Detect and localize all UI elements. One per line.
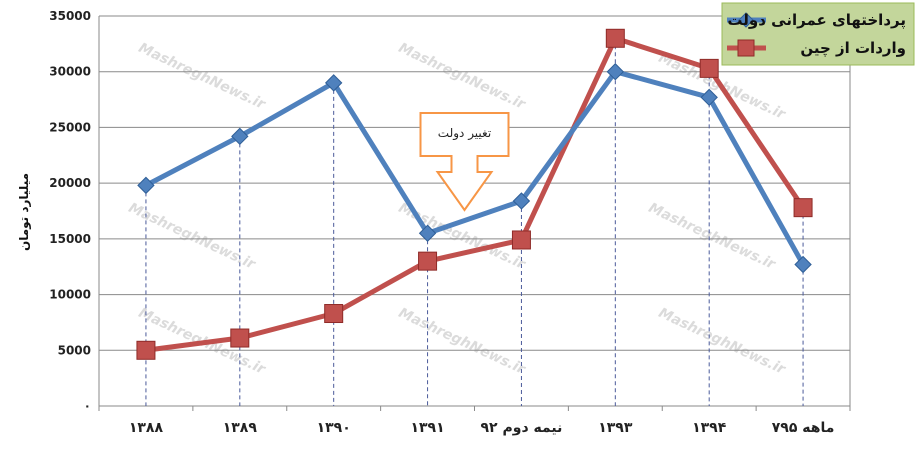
y-tick-label: 10000 xyxy=(49,288,91,302)
data-point-diamond xyxy=(418,224,437,242)
watermark-text: MashreghNews.ir xyxy=(396,40,528,113)
data-point-diamond xyxy=(794,255,812,274)
data-point-diamond xyxy=(324,74,343,92)
y-tick-label: 20000 xyxy=(49,176,91,190)
x-tick-label: ۱۳۸۸ xyxy=(129,420,164,436)
watermark-text: MashreghNews.ir xyxy=(396,305,528,378)
legend-marker-square xyxy=(737,39,755,57)
legend-marker-diamond xyxy=(738,12,754,28)
x-tick-label: نیمه دوم ۹۲ xyxy=(481,420,563,436)
callout-text: تغییر دولت xyxy=(438,126,491,141)
y-tick-label: ۰ xyxy=(84,399,91,413)
callout-arrow xyxy=(419,112,510,212)
data-point-square xyxy=(699,58,719,78)
x-tick-label: ۱۳۹۴ xyxy=(692,420,727,436)
data-point-square xyxy=(136,340,156,360)
data-point-square xyxy=(793,198,813,218)
data-point-diamond xyxy=(606,63,625,81)
series-line xyxy=(145,35,806,353)
y-tick-label: 25000 xyxy=(49,120,91,134)
data-point-square xyxy=(230,328,250,348)
data-point-square xyxy=(511,230,531,250)
x-tick-label: ۷ماهه ۹۵ xyxy=(772,420,835,436)
series-line xyxy=(144,69,806,266)
x-tick-label: ۱۳۹۳ xyxy=(598,420,633,436)
x-tick-label: ۱۳۹۱ xyxy=(410,420,444,436)
data-point-diamond xyxy=(700,88,718,107)
y-axis-title: میلیارد تومان xyxy=(17,173,32,251)
y-tick-label: 30000 xyxy=(49,65,91,79)
y-tick-label: 15000 xyxy=(49,232,91,246)
y-tick-label: 35000 xyxy=(49,9,91,23)
data-point-square xyxy=(418,251,438,271)
x-tick-label: ۱۳۹۰ xyxy=(317,420,351,436)
x-tick-label: ۱۳۸۹ xyxy=(223,420,258,436)
data-point-square xyxy=(324,304,344,324)
data-point-square xyxy=(605,28,625,48)
data-point-diamond xyxy=(231,127,249,146)
y-tick-label: 5000 xyxy=(58,343,91,357)
legend-label: پرداختهای عمرانی دولت xyxy=(727,11,906,30)
data-point-diamond xyxy=(137,176,155,195)
legend-label: واردات از چین xyxy=(800,39,906,58)
watermark-text: MashreghNews.ir xyxy=(656,305,788,378)
watermark-text: MashreghNews.ir xyxy=(646,200,778,273)
data-point-diamond xyxy=(512,192,531,210)
watermark-text: MashreghNews.ir xyxy=(136,40,268,113)
